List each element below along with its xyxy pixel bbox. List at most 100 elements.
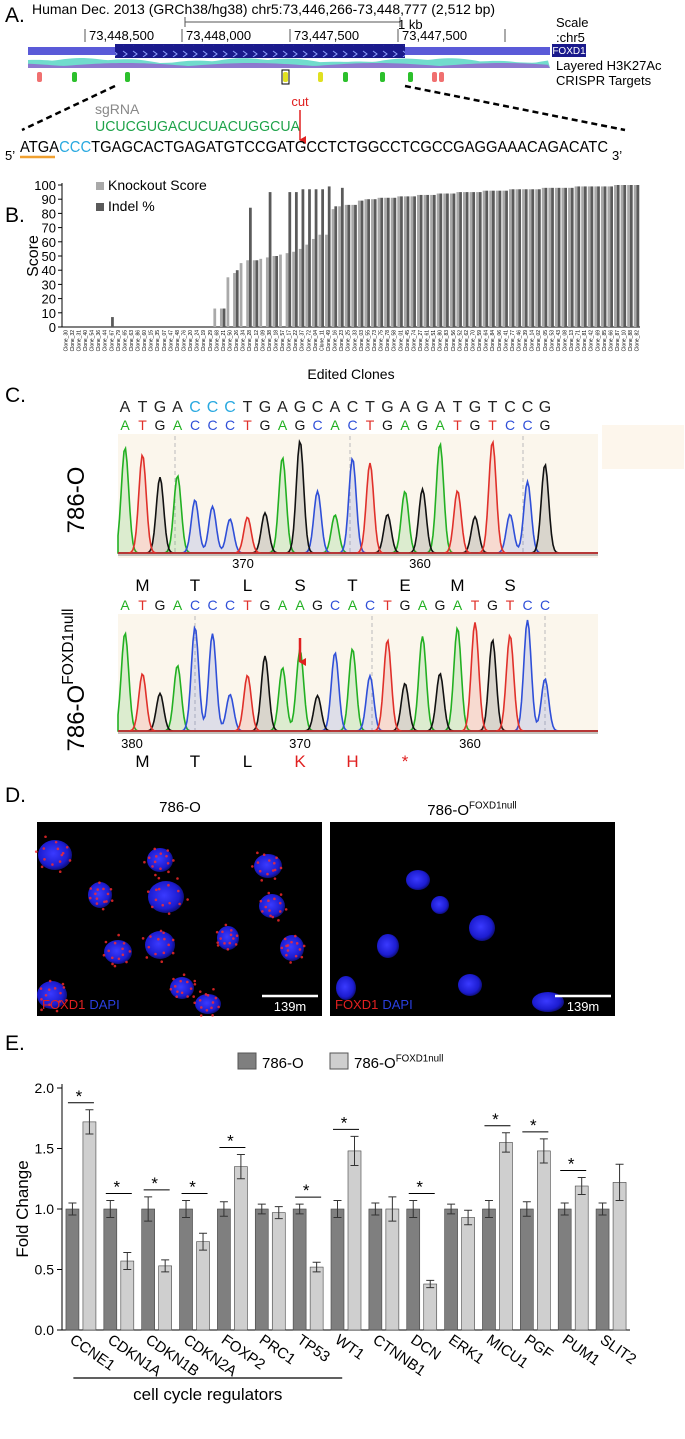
x-tick-label: Clone_73 [372,330,378,352]
foxd1-signal [264,905,268,909]
track-label: CRISPR Targets [556,73,652,88]
foxd1-signal [261,910,264,913]
x-tick-label: Clone_56 [451,330,457,352]
foxd1-signal [122,941,126,945]
called-base: G [470,417,481,433]
trace-background [118,434,598,558]
bar [482,1208,496,1331]
significance-marker: * [227,1132,234,1151]
bar [141,1208,155,1331]
foxd1-signal [162,931,165,935]
bar [285,253,289,327]
foxd1-signal [39,987,43,990]
foxd1-signal [223,942,226,945]
x-tick-label: Clone_66 [608,330,614,352]
bar [233,273,236,327]
error-bar [295,1203,304,1215]
foxd1-signal [147,945,151,949]
error-bar [257,1203,266,1215]
foxd1-signal [154,873,157,877]
bar [574,1185,589,1331]
foxd1-signal [62,986,66,989]
legend-swatch [237,1052,257,1070]
foxd1-signal [167,912,171,915]
foxd1-signal [98,881,101,884]
foxd1-signal [251,865,254,868]
nucleus [336,976,356,1000]
foxd1-signal [157,937,160,941]
bar [564,187,568,327]
foxd1-signal [206,993,210,997]
x-tick-label: Clone_50 [227,330,233,352]
crispr-target [432,72,437,82]
scale-bar-label: 139m [274,999,307,1014]
significance-marker: * [76,1087,83,1106]
bar [508,189,512,327]
x-tick-label: Clone_49 [326,330,332,352]
foxd1-signal [177,889,180,893]
foxd1-signal [65,845,69,849]
bar [443,193,447,327]
bar [298,248,302,327]
x-tick-label: Clone_10 [622,330,628,352]
foxd1-signal [102,953,106,957]
foxd1-signal [95,902,99,905]
sgrna-sequence: UCUCGUGACUCUACUGGCUA [95,118,300,135]
x-tick-label: Clone_47 [168,330,174,352]
foxd1-signal [157,876,161,880]
foxd1-signal [58,870,62,874]
coordinate: 73,447,500 [294,28,359,43]
foxd1-signal [159,929,163,933]
foxd1-signal [269,914,272,918]
legend-label-sup: FOXD1null [396,1053,444,1064]
foxd1-signal [171,951,175,955]
bar [219,308,223,327]
foxd1-signal [258,869,262,873]
x-tick-label: Clone_12 [254,330,260,352]
x-tick-label: Clone_81 [582,330,588,352]
x-tick-label: Clone_44 [103,330,109,352]
foxd1-signal [154,855,158,858]
bar [351,204,355,327]
error-bar [182,1200,191,1218]
foxd1-signal [43,858,46,861]
foxd1-signal [113,941,117,945]
x-tick-label: Clone_41 [503,330,509,352]
foxd1-signal [105,900,108,903]
sample-name-sup: FOXD1null [60,609,77,685]
x-axis-title: Edited Clones [307,366,394,382]
x-tick-label: Clone_35 [155,330,161,352]
bar [548,187,552,327]
bar [511,189,515,327]
legend-label: 786-OFOXD1null [354,1053,443,1072]
x-tick-label: Clone_40 [83,330,89,352]
y-tick-label: 0.5 [35,1262,55,1278]
bar [380,197,384,327]
foxd1-signal [273,868,277,872]
y-tick-label: 1.0 [35,1201,55,1217]
bar [330,1208,345,1331]
foxd1-signal [280,946,284,950]
bar [347,204,351,327]
foxd1-signal [54,840,58,844]
foxd1-signal [259,899,263,903]
significance-marker: * [303,1181,310,1200]
foxd1-signal [256,861,260,864]
bar [272,256,276,327]
foxd1-signal [109,887,113,891]
x-tick-label: Clone_26 [234,330,240,352]
nucleus [145,931,175,959]
bar [318,234,322,327]
amino-acid: S [504,576,515,595]
x-tick-label: Clone_69 [595,330,601,352]
bar [234,1166,248,1331]
x-tick-label: Clone_30 [63,330,69,352]
amino-acid: L [243,576,252,595]
panel-label: A. [5,4,25,27]
foxd1-signal [286,949,290,952]
legend-label: Knockout Score [108,177,207,193]
foxd1-signal [60,853,64,857]
foxd1-signal [234,943,238,946]
bar [518,189,522,327]
called-base: A [435,417,445,433]
